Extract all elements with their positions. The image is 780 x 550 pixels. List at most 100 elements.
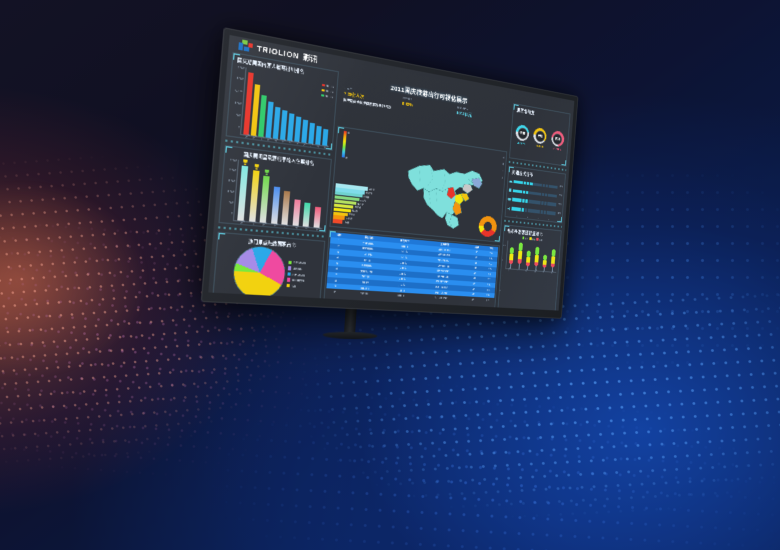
plot-area: 成都 绵阳 乐山 南充 宜宾 德阳 泸州 自贡 内江 广安 遂宁 眉山: [239, 66, 335, 149]
table-cell: 阿坝州: [385, 292, 417, 300]
panel-popular-destinations[interactable]: 热门景点热度面积占比 乡村旅游区 自然景区 红色旅游区 休闲度假区 古镇: [212, 231, 326, 305]
bar[interactable]: [280, 110, 288, 141]
bar[interactable]: [273, 106, 281, 140]
segment-cell: [554, 185, 558, 189]
funnel-row[interactable]: 河南省: [332, 215, 378, 223]
legend-item[interactable]: 持平: [529, 237, 535, 241]
x-axis: 成都 绵阳 乐山 南充 宜宾 德阳 泸州 自贡 内江 广安 遂宁 眉山: [242, 134, 328, 151]
table-column-header[interactable]: 排名: [330, 231, 349, 239]
gauge-ring: 拥堵: [550, 130, 565, 148]
x-tick: 泸州: [289, 139, 295, 145]
legend-swatch: [321, 88, 325, 92]
pin-mid: [517, 251, 523, 260]
bar[interactable]: [315, 125, 322, 145]
bar[interactable]: [258, 94, 267, 138]
bar[interactable]: [322, 128, 329, 146]
color-scale-low: 低: [345, 157, 348, 161]
panel-pins[interactable]: 各市州游客接待量对比 增长 持平 下降 100 75 50 25 0 成都 乐山 绵阳 宜宾 泸州南…: [497, 224, 562, 311]
pin-marker[interactable]: [534, 247, 540, 271]
bar[interactable]: [237, 159, 249, 221]
axis-tick: 40: [526, 216, 529, 219]
gauge[interactable]: 拥堵 73.28%: [550, 130, 565, 152]
x-tick: 广安: [310, 142, 316, 148]
pie-chart[interactable]: [231, 244, 287, 299]
dashboard: TRIOLION 彩讯 国庆期间国内客人最高出川排名 2,000: [208, 34, 575, 311]
funnel-bar: [334, 195, 360, 202]
pin-marker[interactable]: [508, 247, 515, 269]
chart-area: 2,000 1,500 万人次 1,000 500 0 成都 绵阳 乐山 南充 宜宾德: [227, 63, 337, 149]
bus-icon: [507, 197, 512, 202]
x-tick: 宜宾: [294, 224, 300, 230]
bar[interactable]: [292, 199, 301, 226]
bar[interactable]: [301, 120, 308, 144]
bar[interactable]: [281, 190, 291, 225]
table-cell: 剑门关: [344, 278, 387, 287]
legend-swatch: [287, 272, 291, 276]
legend-item[interactable]: 红色旅游区: [287, 272, 305, 277]
bar[interactable]: [270, 186, 280, 224]
funnel-row[interactable]: 贵州省: [334, 191, 380, 200]
legend-item[interactable]: 下降: [536, 237, 542, 242]
table-cell: 10: [325, 288, 344, 296]
table-cell: 8: [326, 277, 345, 285]
bar[interactable]: [294, 116, 301, 143]
legend-item[interactable]: 休闲度假区: [286, 277, 305, 283]
x-axis: 成都 乐山 绵阳 德阳 广元 宜宾 泸州 南充: [235, 220, 322, 232]
funnel-row[interactable]: 重庆市: [335, 187, 380, 196]
kpi-card: 万人次 7.28亿人次 国庆期间全国接待游客数量73亿次: [342, 86, 402, 132]
panel-gauges[interactable]: 景区饱和度 饱和 47.12% 舒适 60.93% 拥堵 73.28%: [509, 103, 571, 167]
funnel-row[interactable]: 云南省: [334, 195, 380, 203]
stand-base: [322, 331, 378, 340]
divider: [218, 226, 326, 238]
bar[interactable]: [302, 202, 311, 227]
bar[interactable]: [248, 163, 260, 222]
bar[interactable]: [259, 169, 270, 224]
legend-item[interactable]: 第一名: [321, 82, 334, 88]
x-tick: 绵阳: [252, 134, 258, 140]
donut-chart[interactable]: [478, 214, 498, 238]
pin-marker[interactable]: [550, 249, 556, 272]
legend-swatch: [286, 277, 291, 282]
y-tick: 0: [237, 125, 240, 130]
funnel-row[interactable]: 广东省: [333, 211, 378, 219]
y-tick: 2,500: [229, 158, 237, 163]
axis-tick: 20: [516, 215, 519, 218]
bar[interactable]: [287, 113, 295, 142]
bar[interactable]: [243, 72, 254, 136]
scale-tick: 低: [501, 170, 504, 174]
bar[interactable]: [265, 101, 274, 139]
panel-inbound-ranking[interactable]: 国庆期间国内客人最高出川排名 2,000 1,500 万人次 1,000 500…: [225, 51, 339, 151]
funnel-label: 湖北省: [354, 207, 361, 210]
x-tick: 南充: [550, 270, 555, 275]
pin-marker[interactable]: [517, 242, 523, 269]
funnel-row[interactable]: 四川省: [335, 183, 380, 192]
province-funnel-chart[interactable]: 四川省 重庆市 贵州省 云南省 陕西省 湖北省 湖南省 广东省 河南省 江苏省: [332, 183, 381, 227]
bar[interactable]: [313, 206, 321, 228]
legend-item[interactable]: 第三名: [320, 93, 333, 99]
table-cell: 4: [328, 254, 347, 262]
bar[interactable]: [251, 84, 260, 137]
pin-marker[interactable]: [525, 250, 531, 270]
legend-item[interactable]: 增长: [522, 236, 528, 240]
legend-item[interactable]: 古镇: [286, 283, 304, 289]
legend-label: 休闲度假区: [291, 279, 305, 283]
funnel-row[interactable]: 陕西省: [334, 199, 379, 207]
bar[interactable]: [308, 123, 315, 144]
funnel-row[interactable]: 湖南省: [333, 207, 379, 215]
panel-segments[interactable]: 交通方式分布 38% 29% 22% 11% 0 20 40 60 80 100: [504, 165, 566, 224]
segment-rows: 38% 29% 22% 11%: [506, 175, 565, 220]
funnel-row[interactable]: 江苏省: [332, 219, 378, 227]
funnel-row[interactable]: 湖北省: [333, 203, 379, 211]
gauge[interactable]: 舒适 60.93%: [533, 127, 548, 149]
table-column-header[interactable]: 景区名称: [347, 233, 390, 243]
x-tick: 眉山: [323, 144, 329, 150]
panel-map[interactable]: 高 低: [329, 125, 508, 243]
gauge[interactable]: 饱和 47.12%: [515, 124, 530, 146]
legend-item[interactable]: 乡村旅游区: [288, 260, 306, 266]
legend-item[interactable]: 自然景区: [287, 266, 306, 271]
panel-table[interactable]: 排名 景区名称 所在城市 主要特色 热度 评分 1 九寨沟景区 阿坝州 自然山水风光 98 9.6 2…: [323, 229, 501, 311]
panel-hotel-occupancy[interactable]: 国庆期间星级酒店平均入住率排名 2,500 2,000 1,500 1,000 …: [218, 144, 332, 233]
table-cell: 2: [329, 242, 348, 251]
legend-item[interactable]: 第二名: [321, 88, 333, 94]
china-map[interactable]: [392, 141, 497, 238]
